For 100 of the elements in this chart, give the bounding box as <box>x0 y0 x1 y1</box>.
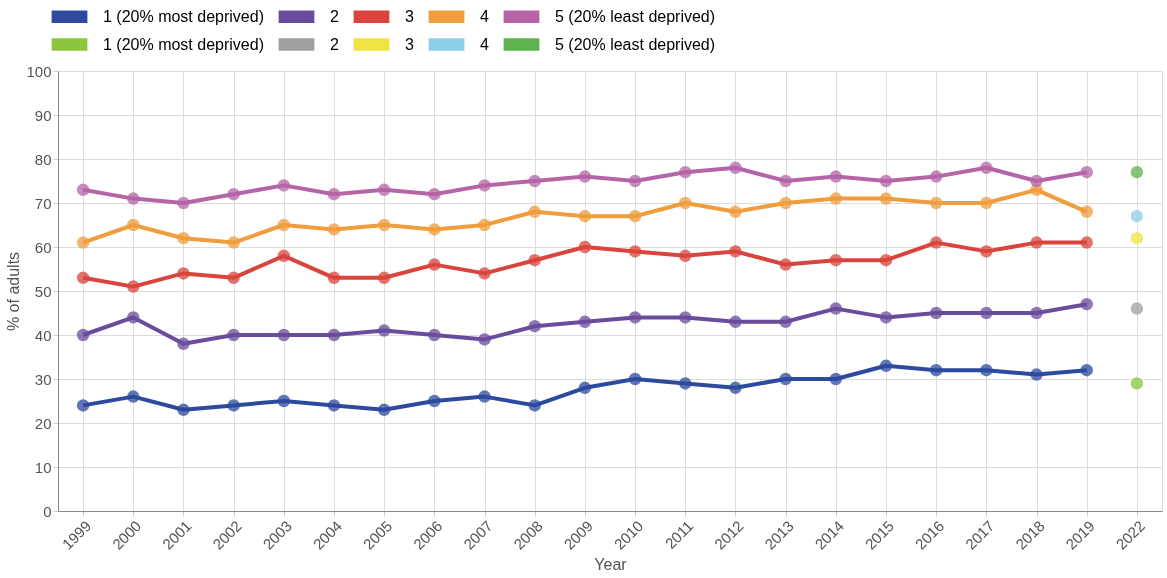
point <box>980 363 993 377</box>
point <box>377 271 391 285</box>
point <box>729 315 742 329</box>
point <box>829 372 843 386</box>
point <box>127 218 140 232</box>
point <box>227 399 240 412</box>
point <box>327 187 341 201</box>
legend-label: 5 (20% least deprived) <box>555 35 716 53</box>
point <box>277 179 291 192</box>
point <box>1130 209 1144 223</box>
point <box>377 183 391 197</box>
point <box>76 328 90 342</box>
point <box>779 196 792 210</box>
point <box>679 196 692 210</box>
point <box>428 187 441 201</box>
point <box>277 249 291 263</box>
y-tick-label: 100 <box>26 62 52 80</box>
point <box>729 245 742 258</box>
point <box>177 337 190 351</box>
point <box>227 187 240 201</box>
y-tick-label: 50 <box>34 282 52 300</box>
point <box>377 403 391 417</box>
point <box>127 280 140 293</box>
point <box>829 170 843 183</box>
point <box>679 249 692 263</box>
point <box>127 390 140 403</box>
point <box>377 324 391 337</box>
point <box>478 179 491 192</box>
point <box>277 328 291 342</box>
point <box>327 271 341 285</box>
point <box>879 174 893 188</box>
point <box>1030 368 1043 381</box>
point <box>879 192 893 205</box>
x-axis-title: Year <box>594 555 628 573</box>
y-tick-label: 30 <box>34 370 52 388</box>
point <box>929 236 943 249</box>
point <box>1130 231 1144 245</box>
point <box>528 205 541 219</box>
point <box>879 311 893 324</box>
point <box>779 174 792 188</box>
point <box>1080 236 1093 249</box>
point <box>679 165 692 179</box>
point <box>578 240 592 254</box>
point <box>628 372 642 386</box>
point <box>578 315 592 329</box>
legend-label: 3 <box>405 35 414 53</box>
point <box>929 363 943 377</box>
point <box>779 315 792 329</box>
point <box>929 196 943 210</box>
legend-label: 1 (20% most deprived) <box>103 35 264 53</box>
point <box>628 245 642 258</box>
point <box>1080 297 1093 311</box>
point <box>829 192 843 205</box>
legend-label: 2 <box>330 7 339 25</box>
point <box>729 381 742 395</box>
point <box>1030 236 1043 249</box>
point <box>528 319 541 333</box>
point <box>428 394 441 408</box>
point <box>528 174 541 188</box>
point <box>679 311 692 324</box>
y-tick-label: 20 <box>34 414 52 432</box>
y-axis-title: % of adults <box>5 251 23 332</box>
point <box>628 311 642 324</box>
point <box>227 271 240 285</box>
point <box>1080 363 1093 377</box>
point <box>729 205 742 219</box>
y-tick-label: 70 <box>34 194 52 212</box>
legend-label: 2 <box>330 35 339 53</box>
point <box>679 377 692 390</box>
legend-label: 4 <box>480 7 489 25</box>
y-tick-label: 40 <box>34 326 52 344</box>
point <box>929 170 943 183</box>
point <box>879 253 893 267</box>
point <box>377 218 391 232</box>
point <box>327 223 341 236</box>
point <box>1080 165 1093 179</box>
point <box>327 328 341 342</box>
point <box>729 161 742 175</box>
point <box>76 399 90 412</box>
point <box>428 328 441 342</box>
point <box>478 218 491 232</box>
point <box>879 359 893 373</box>
point <box>1130 302 1144 315</box>
point <box>478 390 491 403</box>
point <box>76 236 90 249</box>
legend-label: 5 (20% least deprived) <box>555 7 716 25</box>
point <box>76 183 90 197</box>
point <box>127 192 140 205</box>
y-tick-label: 10 <box>34 458 52 476</box>
point <box>628 209 642 223</box>
point <box>929 306 943 320</box>
legend-label: 3 <box>405 7 414 25</box>
legend-label: 1 (20% most deprived) <box>103 7 264 25</box>
point <box>980 161 993 175</box>
point <box>478 333 491 346</box>
y-tick-label: 80 <box>34 150 52 168</box>
point <box>578 170 592 183</box>
point <box>779 372 792 386</box>
point <box>227 328 240 342</box>
point <box>428 258 441 271</box>
